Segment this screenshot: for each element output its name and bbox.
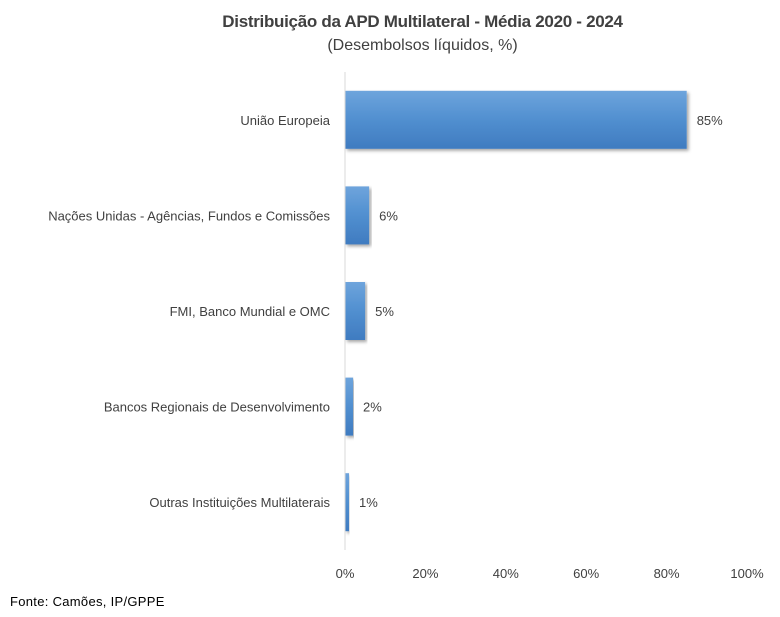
data-label: 85% [697,113,723,128]
labels-layer: União Europeia 85% Nações Unidas - Agência… [48,113,723,510]
category-label: Bancos Regionais de Desenvolvimento [104,400,330,415]
bar-3 [345,282,366,340]
data-label: 1% [359,495,378,510]
x-tick-label: 0% [336,566,355,581]
category-label: FMI, Banco Mundial e OMC [170,304,330,319]
chart-subtitle: (Desembolsos líquidos, %) [327,37,518,54]
x-axis: 0% 20% 40% 60% 80% 100% [336,72,764,581]
data-label: 2% [363,400,382,415]
data-label: 6% [379,208,398,223]
chart-title: Distribuição da APD Multilateral - Média… [222,12,623,31]
source-note: Fonte: Camões, IP/GPPE [10,594,165,609]
bar-5 [345,473,350,532]
bars-layer [345,90,687,532]
bar-2 [345,186,370,245]
category-label: Nações Unidas - Agências, Fundos e Comis… [48,208,330,223]
category-label: União Europeia [240,113,330,128]
data-label: 5% [375,304,394,319]
bar-4 [345,377,354,436]
x-tick-label: 40% [493,566,519,581]
x-tick-label: 80% [654,566,680,581]
category-label: Outras Instituições Multilaterais [149,495,330,510]
x-tick-label: 20% [412,566,438,581]
bar-1 [345,90,687,149]
x-tick-label: 60% [573,566,599,581]
x-tick-label: 100% [730,566,764,581]
